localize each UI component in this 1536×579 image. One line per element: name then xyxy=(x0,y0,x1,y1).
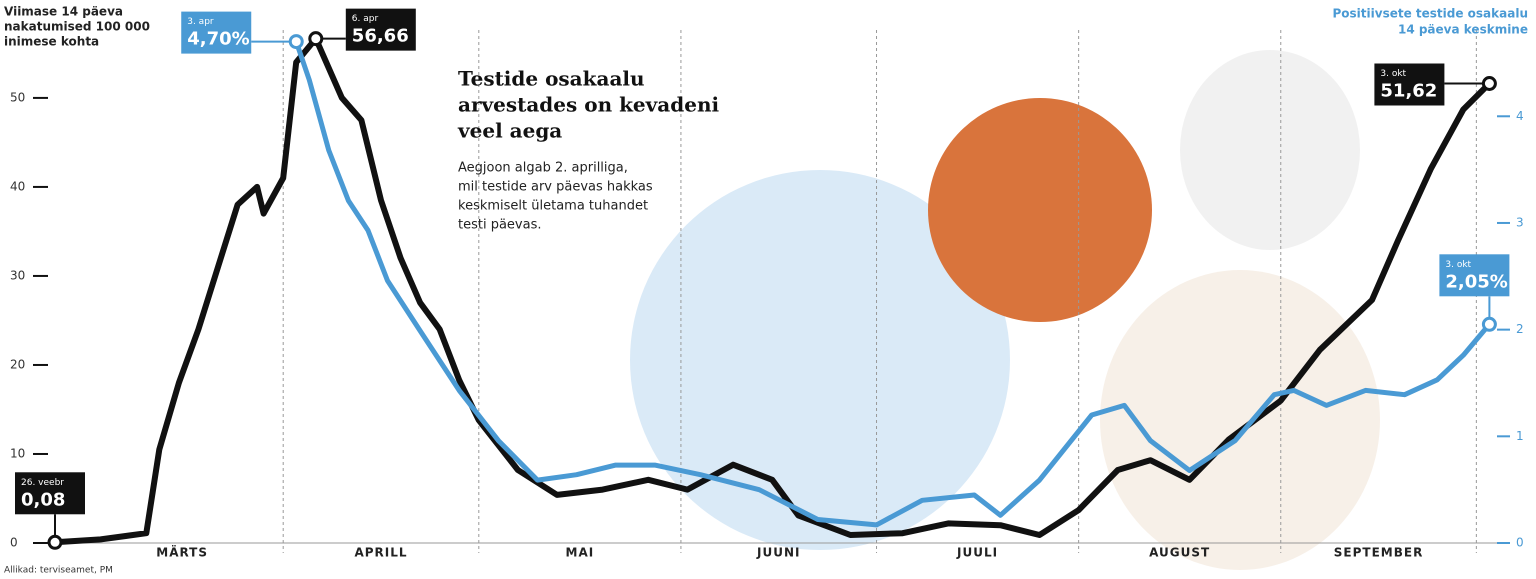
point-marker xyxy=(47,534,63,550)
headline: Testide osakaalu xyxy=(458,67,645,91)
month-label: MÄRTS xyxy=(156,545,208,560)
point-marker xyxy=(308,31,324,47)
callout-value: 51,62 xyxy=(1380,80,1437,101)
photo-illustration xyxy=(630,50,1380,570)
y-axis-title: nakatumised 100 000 xyxy=(4,20,150,34)
y2-tick-label: 3 xyxy=(1516,215,1524,229)
callout-box xyxy=(345,8,416,51)
source: Allikad: terviseamet, PM xyxy=(4,566,113,576)
month-label: MAI xyxy=(566,546,595,560)
callout-date: 6. apr xyxy=(352,14,379,24)
callout-box xyxy=(181,11,252,54)
y2-tick-label: 0 xyxy=(1516,536,1524,550)
y2-axis-title: 14 päeva keskmine xyxy=(1398,23,1528,37)
callout-date: 26. veebr xyxy=(21,478,64,488)
subtitle: testi päevas. xyxy=(458,218,542,233)
y-tick-label: 10 xyxy=(10,446,25,460)
point-marker xyxy=(1481,75,1497,91)
callout-value: 2,05% xyxy=(1445,271,1507,292)
subtitle: mil testide arv päevas hakkas xyxy=(458,180,653,195)
y-tick-label: 50 xyxy=(10,90,25,104)
headline: veel aega xyxy=(457,119,562,143)
y-axis-title: Viimase 14 päeva xyxy=(4,5,123,19)
month-label: JUUNI xyxy=(756,546,800,560)
month-label: SEPTEMBER xyxy=(1334,546,1424,560)
callout-value: 56,66 xyxy=(352,26,409,47)
month-label: JUULI xyxy=(956,546,998,560)
y2-tick-label: 1 xyxy=(1516,429,1524,443)
y-tick-label: 20 xyxy=(10,357,25,371)
y-tick-label: 30 xyxy=(10,268,25,282)
month-label: AUGUST xyxy=(1149,546,1210,560)
point-marker xyxy=(1481,316,1497,332)
callout-date: 3. okt xyxy=(1380,69,1406,79)
data-line xyxy=(293,40,1492,528)
headline: arvestades on kevadeni xyxy=(458,93,719,117)
callout-value: 4,70% xyxy=(187,29,249,50)
callout-box xyxy=(15,472,85,515)
y2-tick-label: 2 xyxy=(1516,322,1524,336)
subtitle: Aegjoon algab 2. aprilliga, xyxy=(458,161,628,176)
y-tick-label: 0 xyxy=(10,536,18,550)
callout-date: 3. okt xyxy=(1445,260,1471,270)
callout-box xyxy=(1439,254,1510,297)
subtitle: keskmiselt ületama tuhandet xyxy=(458,199,648,214)
callout-box xyxy=(1374,63,1445,106)
point-marker xyxy=(288,34,304,50)
month-label: APRILL xyxy=(354,546,407,560)
y2-axis-title: Positiivsete testide osakaalu xyxy=(1332,7,1528,21)
callout-value: 0,08 xyxy=(21,489,65,510)
callout-date: 3. apr xyxy=(187,17,214,27)
y-axis-title: inimese kohta xyxy=(4,35,99,49)
orange-circle xyxy=(928,98,1152,322)
y-tick-label: 40 xyxy=(10,179,25,193)
y2-tick-label: 4 xyxy=(1516,109,1524,123)
